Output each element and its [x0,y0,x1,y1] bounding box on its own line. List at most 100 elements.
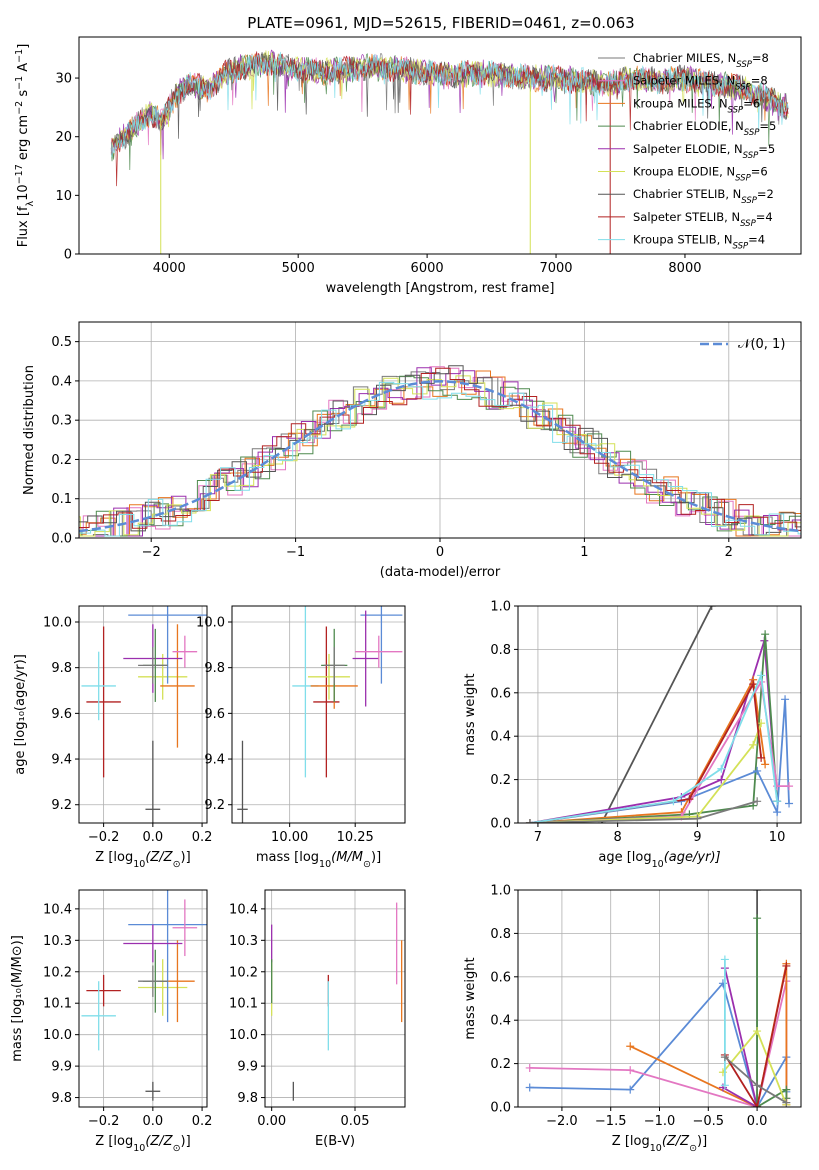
mass-weight-line [529,640,778,823]
axes-frame [78,605,208,824]
x-tick-label: 8000 [668,261,701,276]
x-tick-label: 0.0 [747,1114,768,1129]
y-tick-label: 0.5 [51,335,72,350]
y-tick-label: 0.0 [490,817,511,832]
mass-weight-marker [749,740,758,749]
legend-entry: Salpeter MILES, NSSP=8 [633,74,768,93]
normal-curve [79,380,801,533]
x-tick-label: −2.0 [546,1114,578,1129]
mass-weight-marker [773,797,782,806]
y-axis-label: mass weight [463,957,478,1039]
mass-weight-marker [753,1103,762,1107]
mass-weight-marker [761,630,770,639]
mass-weight-line [600,606,713,823]
y-tick-label: 0.2 [490,773,511,788]
mass-weight-marker [626,1085,635,1094]
y-tick-label: 9.2 [51,798,72,813]
y-tick-label: 10.0 [196,615,225,630]
mass-weight-marker [782,1085,791,1094]
axes-frame [78,321,802,539]
mass-weight-marker [753,1081,762,1090]
x-tick-label: 10 [769,830,786,845]
x-tick-label: 0.2 [192,830,213,845]
y-tick-label: 0.4 [490,1014,511,1029]
mass-weight-marker [626,1042,635,1051]
legend-entry: Salpeter STELIB, NSSP=4 [633,210,773,229]
y-axis-label: age [log₁₀(age/yr)] [13,654,28,775]
x-tick-label: 2 [725,545,733,560]
mass-weight-marker [720,955,729,964]
y-tick-label: 10.1 [43,997,72,1012]
y-tick-label: 10 [55,189,72,204]
x-axis-label: Z [log10(Z/Z⊙)] [95,1134,190,1154]
y-tick-label: 30 [55,72,72,87]
y-tick-label: 0.2 [490,1057,511,1072]
x-axis-label: age [log10(age/yr)] [598,850,720,870]
legend-entry: Chabrier MILES, NSSP=8 [633,51,769,70]
mass-weight-marker [753,1027,762,1036]
y-tick-label: 10.3 [43,934,72,949]
y-tick-label: 10.4 [229,902,258,917]
y-tick-label: 0.2 [51,453,72,468]
x-tick-label: 10.25 [337,830,374,845]
axes-frame [78,889,208,1108]
histogram-step [79,381,801,537]
y-tick-label: 9.8 [204,661,225,676]
panel-spectrum: 4000 5000 6000 7000 8000 0 10 20 30 wavelength [A… [14,36,802,296]
x-axis-label: Z [log10(Z/Z⊙)] [95,850,190,870]
mass-weight-marker [693,814,702,823]
histogram-step [79,366,801,537]
mass-weight-line [529,671,778,823]
y-axis-label: mass weight [463,673,478,755]
mass-weight-line [724,965,788,1107]
x-tick-label: 7 [534,830,542,845]
y-tick-label: 10.0 [43,1028,72,1043]
y-tick-label: 10.1 [229,997,258,1012]
y-tick-label: 9.6 [51,707,72,722]
mass-weight-marker [685,795,694,804]
y-tick-label: 10.2 [229,965,258,980]
x-tick-label: 0 [436,545,444,560]
histogram-step [79,365,801,536]
mass-weight-marker [669,797,678,806]
x-tick-label: 0.0 [143,1114,164,1129]
mass-weight-marker [720,1053,729,1062]
x-axis-label: wavelength [Angstrom, rest frame] [326,281,555,296]
y-tick-label: 9.4 [204,753,225,768]
y-tick-label: 10.0 [43,615,72,630]
mass-weight-marker [525,819,534,823]
x-tick-label: 0.00 [257,1114,286,1129]
axes-frame [264,889,406,1108]
legend-entry: Kroupa ELODIE, NSSP=6 [633,165,768,184]
legend-entry: Kroupa STELIB, NSSP=4 [633,233,765,252]
x-tick-label: −0.5 [693,1114,725,1129]
mass-weight-marker [707,606,716,610]
plot-area [237,606,403,823]
y-tick-label: 10.0 [229,1028,258,1043]
x-tick-label: −0.2 [88,830,120,845]
plot-area [81,606,207,823]
y-tick-label: 9.8 [237,1091,258,1106]
x-tick-label: −2 [142,545,161,560]
y-tick-label: 0.8 [490,643,511,658]
axes-frame [78,36,802,255]
plot-area [79,365,801,537]
y-tick-label: 10.2 [43,965,72,980]
plot-area [525,606,794,823]
x-tick-label: 0.05 [341,1114,370,1129]
x-axis-label: E(B-V) [315,1134,355,1149]
mass-weight-marker [717,764,726,773]
x-axis-label: (data-model)/error [380,565,501,580]
y-axis-label: Flux [fλ10−17 erg cm−2 s−1 A−1] [14,44,36,248]
mass-weight-marker [525,1083,534,1092]
panel-mw_age: 7 8 9 10 0.0 0.2 0.4 0.6 0.8 1.0 age [log10(age/yr… [463,600,802,870]
histogram-step [79,375,801,537]
y-tick-label: 9.2 [204,798,225,813]
axes-frame [517,889,802,1108]
x-axis-label: mass [log10(M/M⊙)] [256,850,381,870]
x-axis-label: Z [log10(Z/Z⊙)] [612,1134,707,1154]
y-tick-label: 10.4 [43,902,72,917]
panel-mass_ebv: 0.00 0.05 9.8 9.9 10.0 10.1 10.2 10.3 10.4 E(B-V) [229,889,406,1149]
panel-age_z: −0.2 0.0 0.2 9.2 9.4 9.6 9.8 10.0 Z [log10(Z/Z⊙)… [13,605,213,870]
mass-weight-marker [753,766,762,775]
